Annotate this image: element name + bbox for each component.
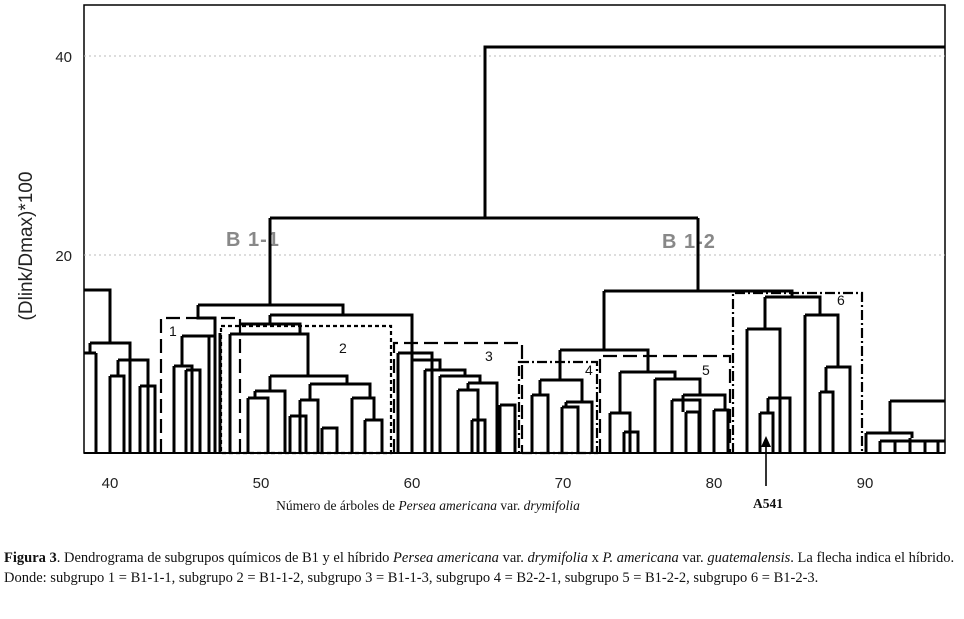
subgroup-label-3: 3 <box>485 348 493 364</box>
box-subgroup-2 <box>219 324 393 455</box>
sub5-c <box>653 377 702 453</box>
sub6-d <box>818 365 852 453</box>
box-subgroup-1 <box>159 316 242 453</box>
sub2-e <box>350 396 384 453</box>
left-cluster-top <box>84 288 112 343</box>
x-tick-40: 40 <box>102 475 119 492</box>
box-subgroup-6 <box>731 291 864 453</box>
x-tick-80: 80 <box>706 475 723 492</box>
right-cluster-b <box>864 431 914 453</box>
sub3-stem <box>396 351 434 453</box>
x-axis-label: Número de árboles de Persea americana va… <box>276 498 580 513</box>
cluster-label-b1-2: B 1-2 <box>662 231 716 253</box>
dendrogram-figure: (Dlink/Dmax)*100 40 20 40 50 60 70 80 90… <box>16 4 946 513</box>
figure-caption: Figura 3. Dendrograma de subgrupos quími… <box>4 548 959 588</box>
sub2-d <box>298 382 372 453</box>
box-subgroup-4 <box>517 360 599 455</box>
caption-variety-2: guatemalensis <box>707 550 791 566</box>
hybrid-arrow-head <box>761 436 771 447</box>
left-cluster-d <box>108 374 126 453</box>
left-cluster-b <box>84 351 98 453</box>
caption-label: Figura 3 <box>4 550 57 566</box>
sub2-c <box>246 389 287 453</box>
left-cluster-e <box>138 384 157 453</box>
y-axis-label: (Dlink/Dmax)*100 <box>16 172 37 321</box>
caption-text-5: . La flecha indica el híbrido. Donde: su… <box>4 550 955 586</box>
sub2-a <box>228 322 310 453</box>
dendrogram-tree <box>84 45 945 453</box>
subgroup-label-2: 2 <box>339 340 347 356</box>
sub4-5-split <box>558 348 650 380</box>
y-tick-40: 40 <box>55 49 72 66</box>
sub5-b <box>608 411 640 453</box>
hybrid-label: A541 <box>753 496 783 511</box>
box-subgroup-5 <box>598 354 732 453</box>
b1-2-split <box>604 289 794 297</box>
plot-frame <box>83 4 946 454</box>
caption-species-1: Persea americana <box>393 550 499 566</box>
sub1-b <box>172 364 202 453</box>
sub6-c <box>803 313 840 453</box>
sub6-stem <box>765 295 822 315</box>
sub2-b <box>268 374 349 391</box>
right-cluster-a <box>888 399 945 433</box>
y-tick-20: 20 <box>55 248 72 265</box>
caption-text-2: var. <box>498 550 528 566</box>
sub5-e <box>684 408 730 453</box>
right-cluster-c <box>878 438 945 453</box>
b1-1-split <box>198 303 345 315</box>
sub4-c <box>560 400 594 453</box>
subgroup-label-4: 4 <box>585 362 593 378</box>
root-branch <box>483 45 945 218</box>
sub5-d <box>670 393 727 453</box>
caption-variety-1: drymifolia <box>527 550 588 566</box>
left-cluster-a <box>88 341 132 453</box>
x-tick-70: 70 <box>555 475 572 492</box>
sub1-a <box>180 334 217 453</box>
subgroup-label-6: 6 <box>837 292 845 308</box>
subgroup-boxes <box>159 291 864 455</box>
cluster-label-b1-1: B 1-1 <box>226 229 280 251</box>
caption-species-2: P. americana <box>602 550 679 566</box>
left-cluster-c <box>116 358 150 453</box>
sub4-a <box>538 378 584 402</box>
sub1-stem <box>196 305 217 336</box>
sub3-e <box>470 403 517 453</box>
subgroup-label-5: 5 <box>702 362 710 378</box>
sub3-d <box>456 381 499 453</box>
sub3-c <box>438 374 482 453</box>
subgroup-label-1: 1 <box>169 323 177 339</box>
box-subgroup-3 <box>392 341 524 453</box>
sub3-b <box>423 368 467 453</box>
sub3-a <box>410 358 442 453</box>
sub4-b <box>530 393 550 453</box>
x-tick-90: 90 <box>857 475 874 492</box>
x-tick-50: 50 <box>253 475 270 492</box>
caption-text-1: . Dendrograma de subgrupos químicos de B… <box>56 550 394 566</box>
sub2-f <box>288 414 339 453</box>
sub6-b <box>758 396 792 453</box>
sub6-a <box>745 297 782 453</box>
caption-text-4: var. <box>678 550 708 566</box>
sub5-a <box>618 370 677 413</box>
x-tick-60: 60 <box>404 475 421 492</box>
caption-text-3: x <box>587 550 603 566</box>
